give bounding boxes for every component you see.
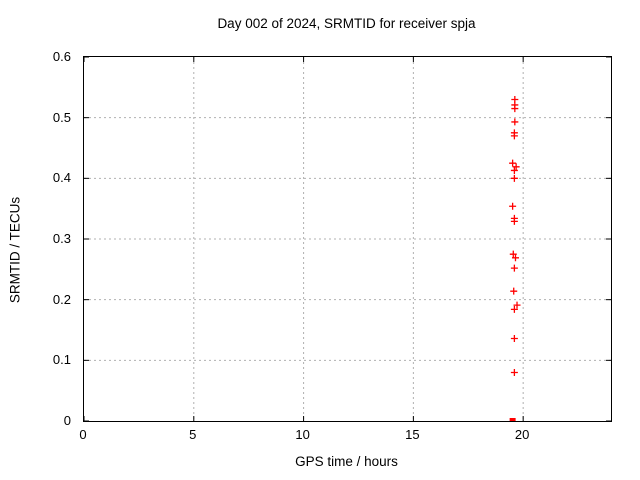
data-point-plus	[510, 334, 518, 342]
data-point-plus	[510, 217, 518, 225]
x-tick-label: 0	[79, 427, 87, 442]
y-axis-title: SRMTID / TECUs	[7, 196, 23, 304]
data-point-plus	[510, 305, 518, 313]
plot-area	[83, 56, 612, 422]
y-tick-label: 0.3	[52, 231, 71, 246]
y-tick-label: 0.2	[52, 291, 71, 307]
data-point-plus	[509, 159, 517, 167]
data-point-plus	[509, 202, 517, 210]
data-point-plus	[510, 287, 518, 295]
data-point-plus	[513, 301, 521, 309]
data-point-plus	[509, 250, 517, 258]
data-point-square	[509, 418, 516, 421]
x-axis-title: GPS time / hours	[295, 454, 398, 469]
x-tick-label: 10	[295, 427, 310, 442]
y-tick-label: 0.4	[52, 170, 71, 186]
data-point-plus	[510, 166, 518, 174]
plot-canvas	[84, 57, 611, 421]
y-tick-label: 0	[63, 413, 71, 428]
x-tick-label: 20	[514, 427, 530, 442]
data-point-plus	[511, 105, 519, 113]
data-point-plus	[511, 254, 519, 262]
y-tick-label: 0.5	[52, 109, 71, 125]
data-point-plus	[510, 174, 518, 182]
data-point-plus	[512, 163, 520, 171]
x-tick-label: 15	[405, 427, 420, 442]
data-point-plus	[510, 132, 518, 140]
y-tick-label: 0.1	[52, 352, 71, 368]
chart-title: Day 002 of 2024, SRMTID for receiver spj…	[217, 16, 476, 31]
data-point-plus	[511, 118, 519, 126]
x-tick-label: 5	[189, 427, 197, 442]
data-point-plus	[510, 368, 518, 376]
y-tick-label: 0.6	[52, 49, 71, 64]
data-point-plus	[510, 264, 518, 272]
